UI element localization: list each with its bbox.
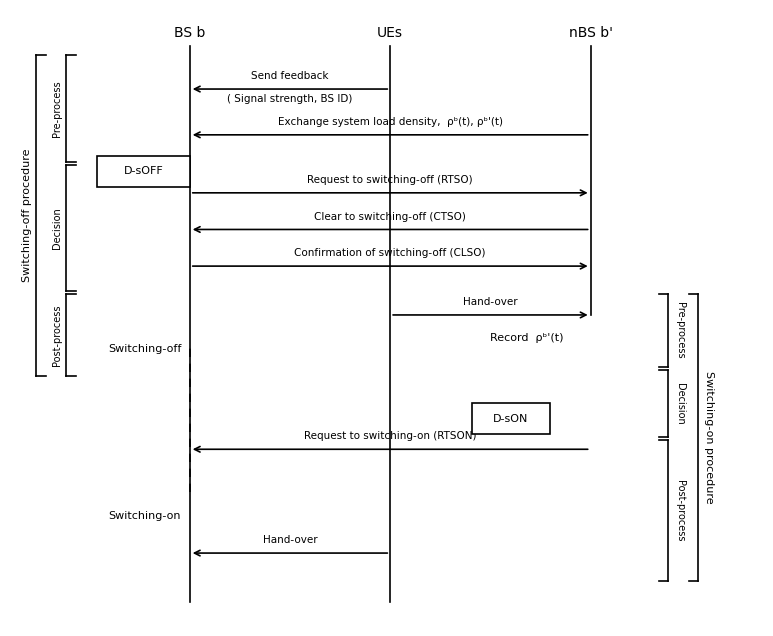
Text: Hand-over: Hand-over [263, 535, 318, 545]
Text: Pre-process: Pre-process [52, 81, 62, 137]
Text: UEs: UEs [377, 26, 404, 40]
FancyBboxPatch shape [472, 403, 550, 434]
Text: D-sOFF: D-sOFF [124, 167, 163, 176]
Text: Switching-on: Switching-on [108, 511, 181, 522]
Text: Send feedback: Send feedback [251, 71, 329, 81]
Text: Switching-on procedure: Switching-on procedure [704, 371, 714, 503]
Text: Request to switching-on (RTSON): Request to switching-on (RTSON) [304, 431, 476, 441]
Text: BS b: BS b [174, 26, 206, 40]
Text: Switching-off: Switching-off [108, 343, 182, 354]
Text: Hand-over: Hand-over [463, 297, 518, 307]
Text: Post-process: Post-process [52, 304, 62, 366]
Text: Pre-process: Pre-process [675, 302, 685, 359]
FancyBboxPatch shape [97, 156, 190, 187]
Text: Record  ρᵇ'(t): Record ρᵇ'(t) [490, 333, 564, 343]
Text: Exchange system load density,  ρᵇ(t), ρᵇ'(t): Exchange system load density, ρᵇ(t), ρᵇ'… [278, 117, 502, 127]
Text: Post-process: Post-process [675, 480, 685, 541]
Text: D-sON: D-sON [493, 414, 529, 424]
Text: nBS b': nBS b' [569, 26, 612, 40]
Text: Request to switching-off (RTSO): Request to switching-off (RTSO) [308, 175, 473, 185]
Text: ( Signal strength, BS ID): ( Signal strength, BS ID) [227, 94, 352, 104]
Text: Switching-off procedure: Switching-off procedure [22, 149, 32, 282]
Text: Clear to switching-off (CTSO): Clear to switching-off (CTSO) [315, 212, 466, 221]
Text: Decision: Decision [675, 383, 685, 424]
Text: Decision: Decision [52, 207, 62, 249]
Text: Confirmation of switching-off (CLSO): Confirmation of switching-off (CLSO) [295, 248, 486, 258]
